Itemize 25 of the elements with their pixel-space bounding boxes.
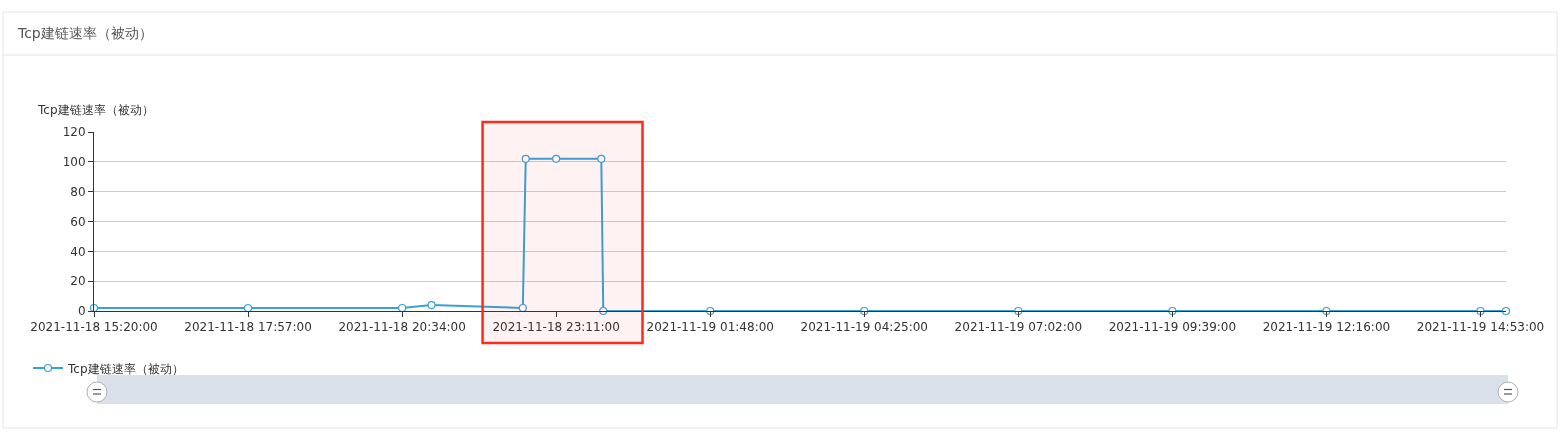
x-tick-label: 2021-11-18 20:34:00 xyxy=(338,320,466,335)
y-tick-label: 60 xyxy=(70,214,86,229)
legend-label: Tcp建链速率（被动） xyxy=(67,361,184,376)
y-tick-label: 0 xyxy=(77,304,86,319)
y-tick-label: 20 xyxy=(70,274,86,289)
point xyxy=(521,154,530,163)
point xyxy=(597,154,606,163)
chart-title: Tcp建链速率（被动） xyxy=(17,24,153,41)
y-axis-title: Tcp建链速率（被动） xyxy=(37,103,154,117)
x-tick-label: 2021-11-19 14:53:00 xyxy=(1416,320,1545,335)
y-tick-label: 100 xyxy=(62,155,86,170)
point xyxy=(427,300,436,310)
x-tick-label: 2021-11-19 09:39:00 xyxy=(1108,320,1237,335)
x-tick-label: 2021-11-19 04:25:00 xyxy=(800,320,928,335)
x-tick-label: 2021-11-19 12:16:00 xyxy=(1262,320,1391,335)
x-tick-label: 2021-11-19 07:02:00 xyxy=(954,320,1083,335)
x-tick-label: 2021-11-18 17:57:00 xyxy=(184,320,312,335)
y-tick-label: 40 xyxy=(70,244,86,259)
x-tick-label: 2021-11-18 15:20:00 xyxy=(30,320,158,335)
y-tick-label: 120 xyxy=(62,125,86,140)
point xyxy=(552,154,561,163)
x-tick-label: 2021-11-19 01:48:00 xyxy=(646,320,774,335)
y-tick-label: 80 xyxy=(70,184,86,199)
point xyxy=(1501,306,1511,316)
x-tick-label: 2021-11-18 23:11:00 xyxy=(492,320,620,335)
